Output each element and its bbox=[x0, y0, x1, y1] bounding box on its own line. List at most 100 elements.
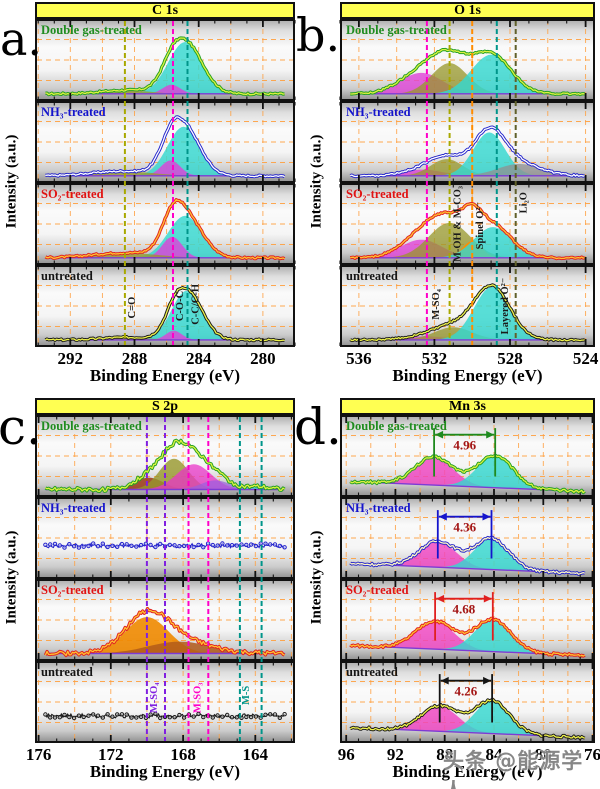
data-point bbox=[134, 715, 139, 720]
data-point bbox=[272, 712, 278, 717]
data-point bbox=[76, 713, 82, 718]
treatment-label: Double gas-treated bbox=[41, 419, 142, 433]
data-point bbox=[215, 713, 220, 718]
data-point bbox=[71, 715, 77, 721]
treatment-label: NH₃-treated bbox=[346, 105, 411, 119]
subpanel-2-2: SO₂-treated bbox=[35, 579, 295, 661]
x-tick-label: 176 bbox=[26, 745, 51, 764]
fit-component bbox=[421, 54, 561, 94]
fit-component bbox=[387, 327, 520, 340]
data-point bbox=[143, 541, 149, 547]
reference-line-label: C-O-C bbox=[175, 291, 186, 321]
data-point bbox=[43, 712, 48, 717]
data-point bbox=[81, 544, 86, 549]
subpanel-1-0: Double gas-treated bbox=[339, 19, 595, 101]
x-tick-label: 528 bbox=[497, 349, 523, 368]
data-point bbox=[167, 542, 173, 548]
data-point bbox=[129, 715, 134, 720]
fit-component bbox=[133, 290, 240, 340]
data-point bbox=[210, 542, 216, 548]
arrowhead-left bbox=[435, 430, 444, 439]
panel-b-plot: Double gas-treated NH₃-treated SO₂-treated… bbox=[339, 19, 599, 368]
data-point bbox=[48, 542, 53, 547]
data-point bbox=[62, 545, 67, 550]
fit-component bbox=[123, 458, 225, 490]
data-point bbox=[134, 544, 139, 549]
data-point bbox=[119, 712, 125, 717]
data-point bbox=[253, 543, 259, 549]
x-tick-label: 96 bbox=[338, 745, 355, 764]
data-point bbox=[181, 715, 187, 720]
data-point bbox=[100, 715, 106, 720]
fit-component bbox=[72, 641, 285, 654]
data-point bbox=[153, 711, 158, 716]
arrowhead-right bbox=[482, 512, 491, 521]
spectrum-fit-line bbox=[350, 202, 585, 260]
panel-b-ylabel: Intensity (a.u.) bbox=[308, 134, 325, 229]
fit-component bbox=[46, 337, 204, 340]
data-point bbox=[91, 541, 96, 546]
data-point bbox=[129, 543, 134, 549]
data-point bbox=[138, 542, 144, 548]
fit-component bbox=[433, 132, 546, 176]
data-point bbox=[172, 715, 177, 720]
data-point bbox=[263, 541, 268, 546]
data-point bbox=[258, 541, 263, 546]
treatment-label: SO₂-treated bbox=[41, 583, 104, 597]
data-point bbox=[263, 712, 268, 717]
data-point bbox=[110, 543, 115, 549]
data-point bbox=[234, 543, 240, 548]
data-point bbox=[115, 712, 120, 717]
x-tick-label: 532 bbox=[422, 349, 448, 368]
data-point bbox=[105, 544, 110, 550]
spectrum-fit-line bbox=[350, 126, 585, 178]
subpanel-3-1: 4.36 NH₃-treated bbox=[340, 497, 595, 579]
data-point bbox=[196, 542, 201, 548]
reference-line-label: M-SO₄ bbox=[431, 288, 442, 319]
x-tick-label: 292 bbox=[58, 349, 84, 368]
data-point bbox=[282, 712, 287, 717]
fit-component bbox=[127, 126, 240, 176]
data-point bbox=[148, 712, 153, 717]
spectrum-fit-line bbox=[349, 698, 585, 740]
data-point bbox=[62, 712, 67, 718]
treatment-label: untreated bbox=[41, 269, 93, 283]
data-point bbox=[86, 713, 91, 718]
data-point bbox=[158, 541, 163, 547]
spectrum-fit-line bbox=[45, 37, 285, 96]
data-point bbox=[95, 713, 101, 718]
data-point bbox=[76, 545, 82, 550]
panel-c-title: S 2p bbox=[35, 398, 295, 415]
subpanel-3-3: 4.26 untreated bbox=[340, 661, 595, 743]
data-point bbox=[253, 714, 259, 719]
x-tick-label: 284 bbox=[186, 349, 212, 368]
reference-line-label: M-SO₄ bbox=[149, 682, 160, 713]
x-tick-label: 164 bbox=[243, 745, 269, 764]
data-point bbox=[268, 712, 273, 717]
data-point bbox=[215, 543, 220, 548]
subpanel-3-2: 4.68 SO₂-treated bbox=[340, 579, 595, 661]
reference-line-label: M-OH & M-CO₃ bbox=[453, 186, 464, 262]
data-point bbox=[148, 542, 153, 548]
data-point bbox=[81, 714, 86, 720]
data-point bbox=[124, 712, 129, 717]
treatment-label: SO₂-treated bbox=[346, 583, 409, 597]
data-point bbox=[177, 712, 182, 718]
data-point bbox=[43, 542, 48, 548]
panel-a-plot: Double gas-treated NH₃-treated SO₂-treated… bbox=[35, 19, 296, 368]
treatment-label: untreated bbox=[346, 269, 398, 283]
treatment-label: SO₂-treated bbox=[346, 187, 409, 201]
spectrum-fit-line bbox=[45, 286, 285, 342]
data-point bbox=[248, 714, 254, 720]
x-tick-label: 280 bbox=[250, 349, 276, 368]
data-point bbox=[201, 545, 206, 550]
x-tick-label: 288 bbox=[122, 349, 148, 368]
subpanel-1-1: NH₃-treated bbox=[339, 101, 595, 183]
fit-component bbox=[126, 215, 244, 258]
panel-d-plot: 4.96 Double gas-treated 4.36 NH₃-treated 4.6… bbox=[338, 415, 600, 764]
panel-a-xlabel: Binding Energy (eV) bbox=[89, 366, 241, 385]
fit-component bbox=[165, 480, 267, 490]
subpanel-0-2: SO₂-treated bbox=[35, 183, 296, 265]
data-point bbox=[268, 542, 273, 547]
panel-a-title: C 1s bbox=[35, 2, 295, 19]
